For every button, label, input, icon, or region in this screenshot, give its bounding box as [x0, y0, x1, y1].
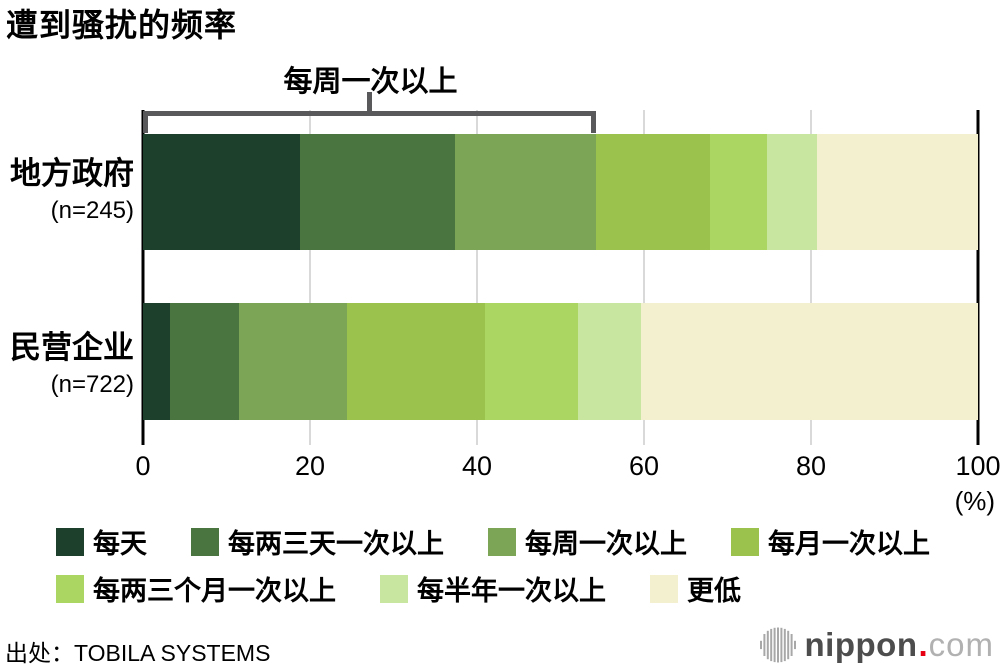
legend: 每天 每两三天一次以上 每周一次以上 每月一次以上每两三个月一次以上 每半年一次以上 更低 — [56, 522, 930, 616]
x-tick-label: 80 — [795, 451, 827, 481]
legend-label: 更低 — [687, 576, 741, 606]
bar-segment — [596, 134, 710, 250]
legend-item: 每半年一次以上 — [380, 569, 606, 608]
nippon-logo-dot: . — [918, 626, 928, 663]
legend-item: 每天 — [56, 522, 147, 561]
category-sample-size: (n=245) — [50, 196, 134, 224]
gridline — [476, 110, 478, 445]
bar-segment — [641, 303, 978, 420]
bracket-line — [143, 111, 597, 116]
axis-line — [976, 110, 980, 445]
legend-swatch — [488, 527, 516, 556]
bar-segment — [816, 134, 978, 250]
legend-label: 每两三天一次以上 — [228, 529, 444, 559]
legend-swatch — [56, 527, 84, 556]
bar-segment — [578, 303, 642, 420]
legend-swatch — [650, 574, 678, 603]
bracket-right-tick — [591, 111, 597, 133]
legend-label: 每天 — [93, 529, 147, 559]
legend-item: 每两三天一次以上 — [191, 522, 444, 561]
gridline — [309, 110, 311, 445]
x-axis-unit-label: (%) — [954, 486, 995, 516]
bar-private-enterprise — [143, 303, 978, 420]
legend-item: 每两三个月一次以上 — [56, 569, 336, 608]
legend-item: 更低 — [650, 569, 741, 608]
legend-label: 每两三个月一次以上 — [93, 576, 336, 606]
category-sample-size: (n=722) — [50, 370, 134, 398]
bar-segment — [169, 303, 240, 420]
category-name: 民营企业 — [10, 330, 134, 365]
bar-segment — [239, 303, 347, 420]
bar-segment — [143, 134, 300, 250]
plot-area: 0 20 40 60 80 100 — [135, 92, 1000, 481]
gridline — [810, 110, 812, 445]
x-tick-label: 0 — [135, 451, 151, 481]
legend-label: 每周一次以上 — [525, 529, 687, 559]
bracket-stem — [367, 92, 373, 111]
legend-row: 每两三个月一次以上 每半年一次以上 更低 — [56, 569, 930, 608]
x-tick-label: 100 — [955, 451, 1000, 481]
legend-swatch — [731, 527, 759, 556]
legend-item: 每周一次以上 — [488, 522, 687, 561]
nippon-logo-com: com — [928, 626, 994, 663]
category-label-local-government: 地方政府 (n=245) — [0, 156, 134, 225]
x-tick-label: 60 — [628, 451, 660, 481]
nippon-logo-word: nippon — [804, 626, 918, 663]
axis-line — [141, 110, 145, 445]
legend-row: 每天 每两三天一次以上 每周一次以上 每月一次以上 — [56, 522, 930, 561]
category-label-private-enterprise: 民营企业 (n=722) — [0, 330, 134, 399]
legend-swatch — [191, 527, 219, 556]
bar-segment — [455, 134, 597, 250]
category-name: 地方政府 — [10, 156, 134, 191]
bar-segment — [299, 134, 456, 250]
x-tick-label: 20 — [294, 451, 326, 481]
x-tick-label: 40 — [461, 451, 493, 481]
bracket-left-tick — [143, 111, 148, 133]
legend-label: 每月一次以上 — [768, 529, 930, 559]
legend-swatch — [56, 574, 84, 603]
nippon-logo: nippon. com — [759, 626, 994, 664]
legend-label: 每半年一次以上 — [417, 576, 606, 606]
bar-segment — [346, 303, 486, 420]
bar-segment — [143, 303, 170, 420]
nippon-logo-icon — [759, 627, 796, 663]
legend-swatch — [380, 574, 408, 603]
bar-segment — [709, 134, 767, 250]
source-label: 出处：TOBILA SYSTEMS — [5, 640, 271, 666]
bar-segment — [485, 303, 578, 420]
bar-local-government — [143, 134, 978, 250]
bar-segment — [766, 134, 817, 250]
page-title: 遭到骚扰的频率 — [6, 7, 238, 43]
legend-item: 每月一次以上 — [731, 522, 930, 561]
gridline — [643, 110, 645, 445]
